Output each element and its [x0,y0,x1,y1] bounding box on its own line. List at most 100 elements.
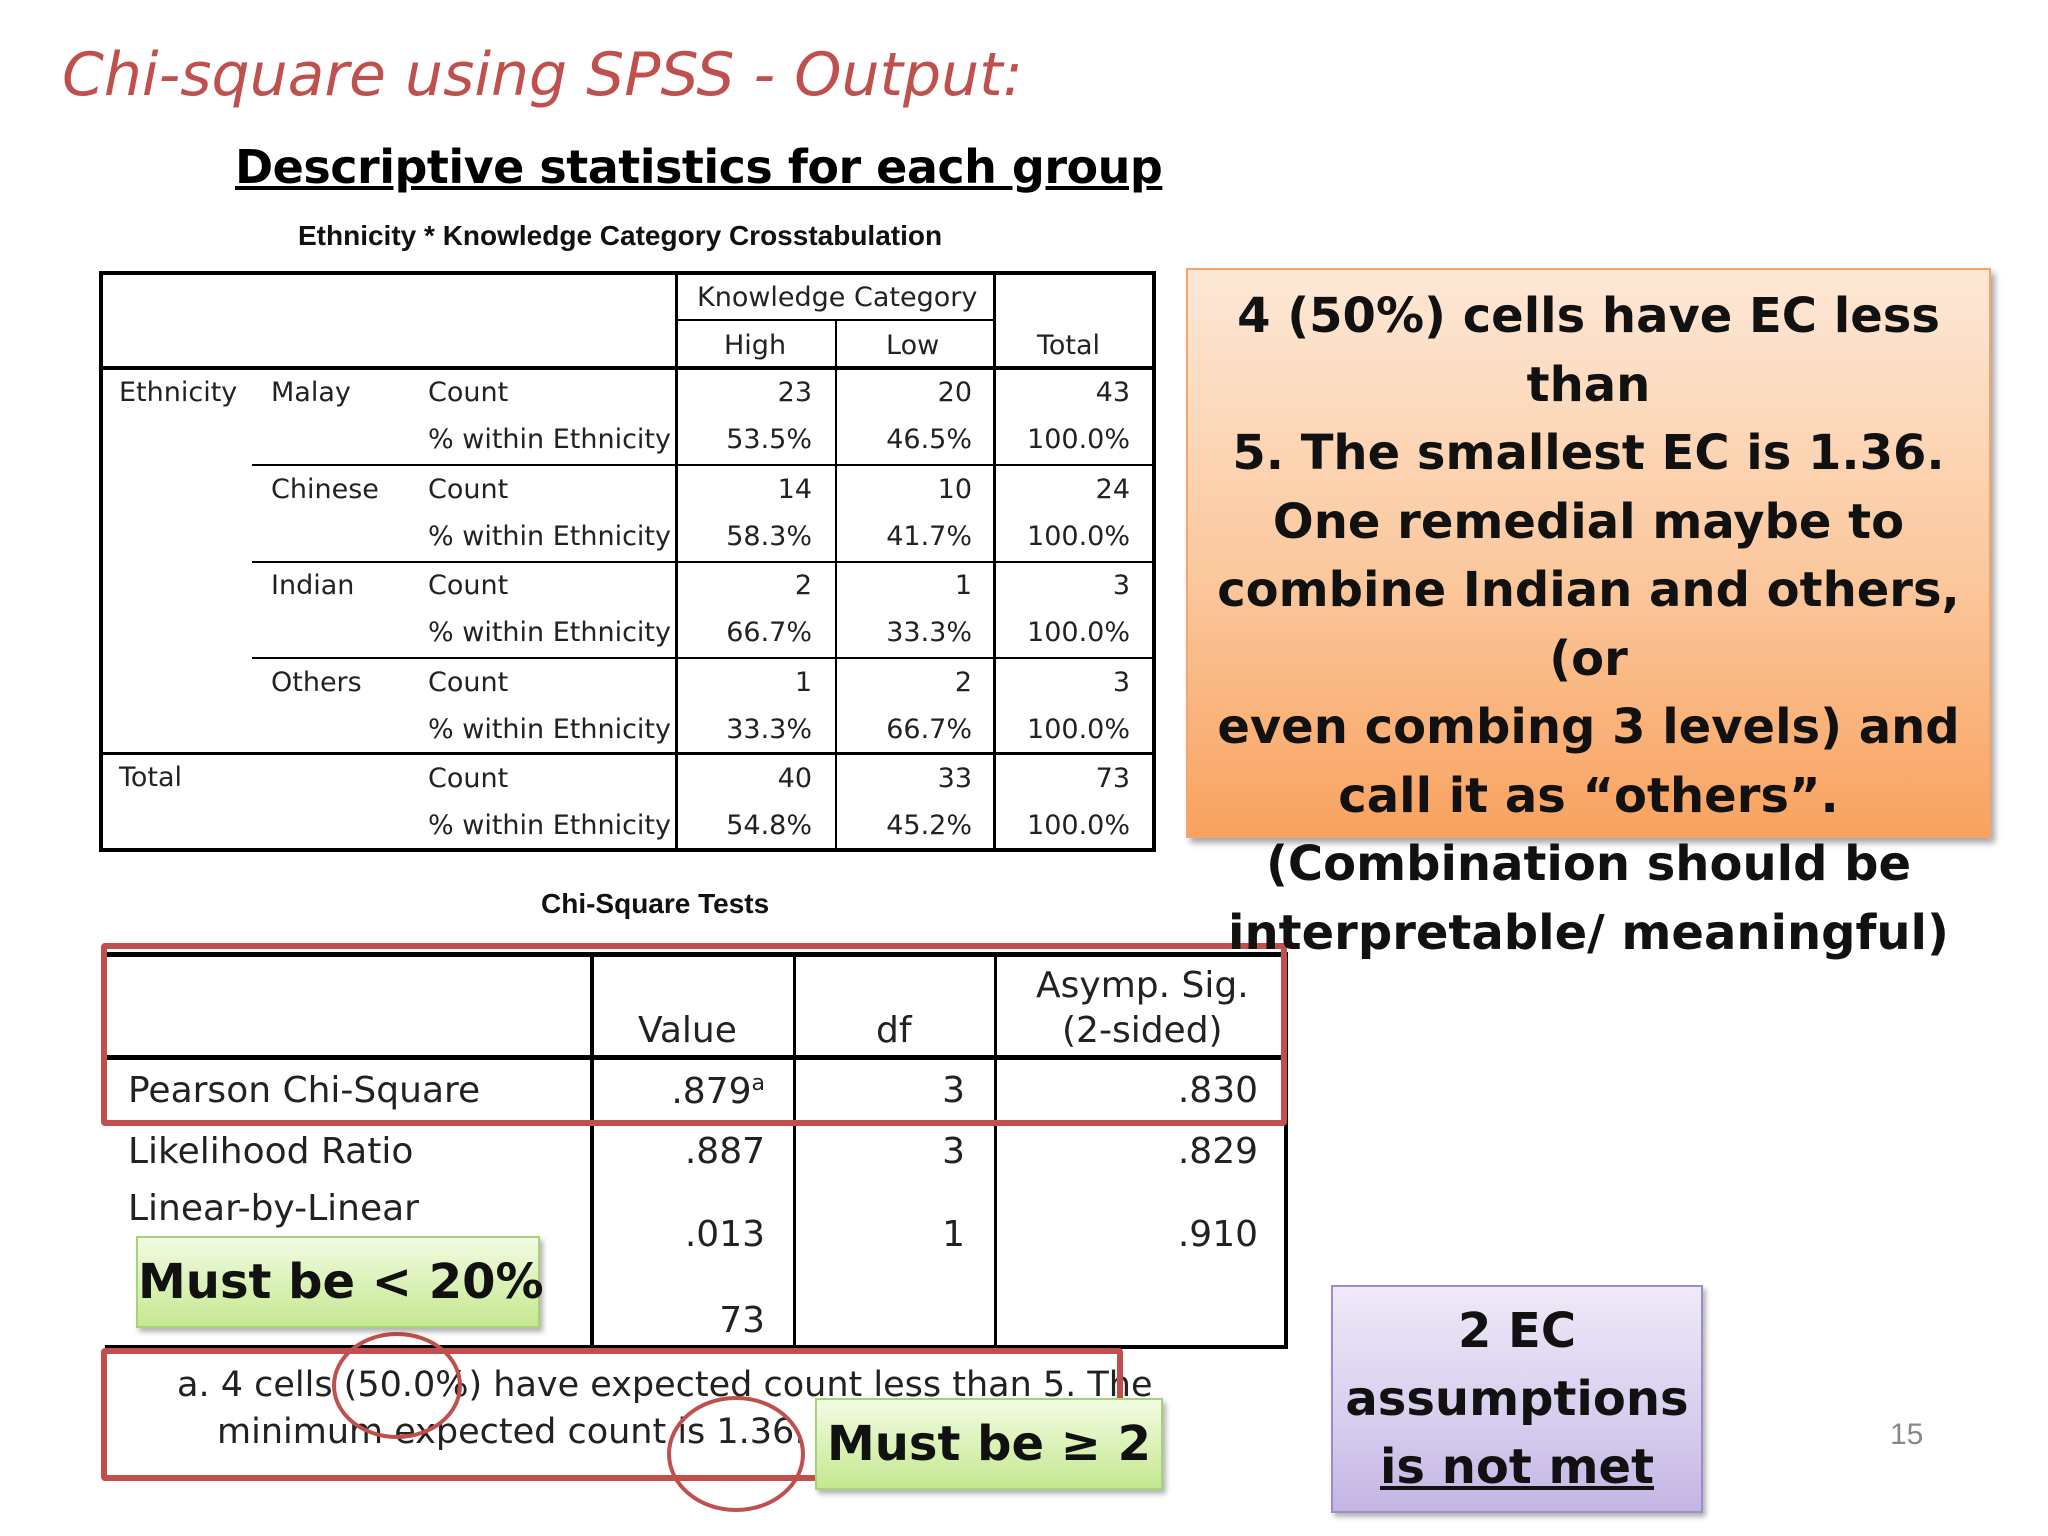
count-cell: 43 [1095,377,1130,408]
percent-circle [332,1332,462,1439]
assumption-line3: is not met [1379,1439,1655,1495]
count-cell: 14 [777,473,812,505]
chi-border-top [105,952,1288,957]
section-title: Descriptive statistics for each group [235,140,1163,194]
chi-border-right [1284,952,1288,1349]
crosstab-group-separator [675,319,995,321]
percent-cell: 33.3% [886,617,972,648]
col-header-low: Low [886,330,940,361]
chi-value-cell: .879a [560,1073,765,1110]
row-stat-label: Count [428,666,509,698]
assumption-callout: 2 EC assumptions is not met [1331,1285,1703,1513]
count-cell: 24 [1095,473,1130,505]
count-cell: 2 [954,666,972,698]
percent-cell: 54.8% [726,810,812,841]
col-header-high: High [724,330,787,361]
chi-value-text: .887 [684,1131,765,1172]
percent-cell: 66.7% [886,713,972,745]
percent-cell: 45.2% [886,810,972,841]
row-stat-label: Count [428,763,509,794]
crosstab-border-top [99,271,1156,275]
percent-cell: 100.0% [1027,424,1130,455]
crosstab-row-separator [252,657,1156,659]
row-stat-label: % within Ethnicity [428,424,671,455]
chi-row-label: Linear-by-Linear [128,1188,419,1229]
count-cell: 73 [1095,763,1130,794]
chi-col-divider [793,952,796,1349]
crosstab-row-separator [99,752,1156,755]
row-stat-label: % within Ethnicity [428,520,671,552]
remedy-callout-line: interpretable/ meaningful) [1228,904,1949,961]
row-stat-label: % within Ethnicity [428,810,671,841]
remedy-callout-line: One remedial maybe to [1272,493,1905,550]
chi-value-cell: .013 [560,1217,765,1253]
chi-col-sig-line2: (2-sided) [1062,1010,1223,1051]
chi-value-footnote-mark: a [751,1071,765,1096]
row-stat-label: % within Ethnicity [428,617,671,648]
chi-value-cell: .887 [560,1134,765,1170]
count-cell: 1 [794,666,812,698]
row-stat-label: Count [428,570,509,601]
chi-value-cell: 73 [560,1303,765,1339]
remedy-callout: 4 (50%) cells have EC less than 5. The sm… [1186,268,1991,961]
chi-col-divider [590,952,594,1349]
assumption-line1: 2 EC [1457,1303,1577,1359]
crosstab-row-separator [252,464,1156,466]
count-cell: 20 [937,377,972,408]
remedy-callout-line: (Combination should be [1265,836,1912,892]
remedy-callout-line: combine Indian and others, (or [1217,562,1960,687]
chi-sig-cell: .830 [1177,1070,1258,1111]
percent-cell: 100.0% [1027,520,1130,552]
chi-border-bottom [105,1345,1288,1349]
crosstab-border-bottom [99,848,1156,852]
chi-value-text: .013 [684,1214,765,1255]
chi-df-cell: 3 [942,1131,965,1172]
crosstab-col-divider [835,319,837,852]
chi-df-cell: 1 [942,1214,965,1255]
must-be-under-20-callout: Must be < 20% [136,1236,544,1328]
row-stat-label: Count [428,473,509,505]
knowledge-category-header: Knowledge Category [697,282,978,313]
pearson-highlight-rect [101,943,1287,1126]
count-cell: 23 [777,377,812,408]
row-stat-label: % within Ethnicity [428,713,671,745]
remedy-callout-line: even combing 3 levels) and [1217,699,1960,755]
col-header-total: Total [1037,330,1101,361]
must-be-at-least-2-callout: Must be ≥ 2 [815,1398,1163,1490]
count-cell: 3 [1112,666,1130,698]
count-cell: 40 [777,763,812,794]
crosstab-header-separator [99,366,1156,370]
assumption-line2: assumptions [1345,1371,1689,1427]
percent-cell: 53.5% [726,424,812,455]
chi-caption: Chi-Square Tests [541,888,770,919]
percent-cell: 100.0% [1027,617,1130,648]
chi-header-separator [105,1055,1288,1060]
chi-col-divider [994,952,997,1349]
crosstab-caption: Ethnicity * Knowledge Category Crosstabu… [298,220,943,251]
remedy-callout-text: 4 (50%) cells have EC less than 5. The sm… [1188,282,1989,967]
row-group-label: Chinese [271,473,379,505]
chi-df-cell: 3 [942,1070,965,1111]
percent-cell: 100.0% [1027,810,1130,841]
slide-title: Chi-square using SPSS - Output: [62,40,1023,110]
percent-cell: 100.0% [1027,713,1130,745]
count-cell: 3 [1112,570,1130,601]
row-var-label: Ethnicity [119,377,238,408]
remedy-callout-line: call it as “others”. [1338,767,1839,824]
chi-col-sig-line1: Asymp. Sig. [1036,965,1249,1006]
chi-row-label: Likelihood Ratio [128,1131,414,1172]
percent-cell: 46.5% [886,424,972,455]
row-group-label: Others [271,666,362,698]
remedy-callout-line: 5. The smallest EC is 1.36. [1232,425,1945,481]
percent-cell: 58.3% [726,520,812,552]
total-row-label: Total [119,762,183,793]
chi-value-text: 73 [719,1300,765,1341]
remedy-callout-line: 4 (50%) cells have EC less than [1237,288,1940,413]
count-cell: 10 [937,473,972,505]
row-group-label: Indian [271,570,355,601]
count-cell: 2 [794,570,812,601]
percent-cell: 66.7% [726,617,812,648]
page-number: 15 [1890,1418,1924,1451]
chi-sig-cell: .829 [1177,1131,1258,1172]
count-cell: 33 [937,763,972,794]
